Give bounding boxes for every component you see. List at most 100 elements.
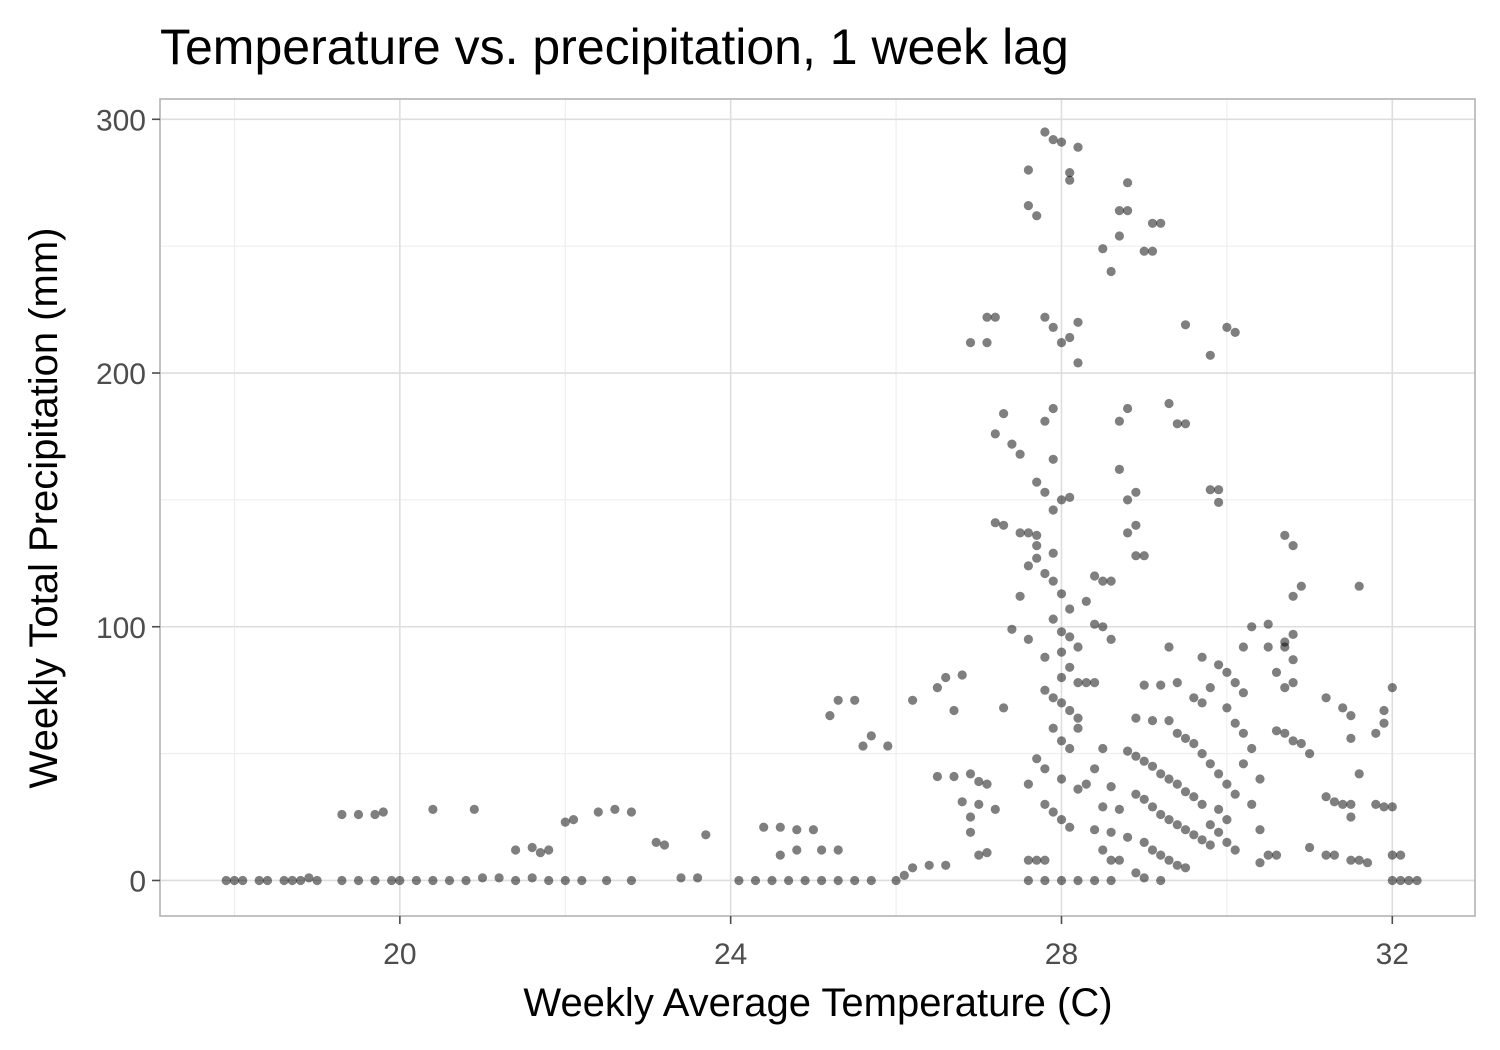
data-point xyxy=(577,875,587,886)
data-point xyxy=(477,873,488,883)
data-point xyxy=(1040,855,1050,865)
data-point xyxy=(1114,804,1124,815)
data-point xyxy=(1123,495,1133,505)
data-point xyxy=(1056,815,1067,825)
data-point xyxy=(1065,168,1075,178)
data-point xyxy=(1338,703,1348,713)
data-point xyxy=(1023,779,1033,789)
data-point xyxy=(626,875,637,886)
data-point xyxy=(767,875,777,886)
data-point xyxy=(1056,672,1067,683)
data-point xyxy=(353,809,364,820)
data-point xyxy=(1371,799,1381,810)
data-point xyxy=(337,809,347,820)
data-point xyxy=(1346,733,1356,744)
data-point xyxy=(411,875,421,886)
data-point xyxy=(1197,799,1207,810)
data-point xyxy=(659,840,670,850)
data-point xyxy=(1114,206,1124,216)
data-point xyxy=(1247,799,1257,810)
data-point xyxy=(593,807,603,817)
data-point xyxy=(899,870,909,881)
data-point xyxy=(1114,231,1124,241)
data-point xyxy=(965,812,976,822)
data-point xyxy=(965,827,976,837)
data-point xyxy=(1056,698,1067,708)
data-point xyxy=(1032,211,1042,221)
data-point xyxy=(1081,678,1091,688)
data-point xyxy=(1172,678,1182,688)
data-point xyxy=(1180,863,1191,873)
data-point xyxy=(1106,576,1116,586)
data-point xyxy=(1164,398,1174,409)
data-point xyxy=(1098,622,1108,632)
data-point xyxy=(1106,782,1116,792)
data-point xyxy=(1404,875,1414,886)
data-point xyxy=(1238,728,1248,738)
data-point xyxy=(1222,703,1232,713)
data-point xyxy=(1255,774,1265,784)
data-point xyxy=(1023,855,1033,865)
x-tick-label: 28 xyxy=(1045,938,1078,971)
data-point xyxy=(1354,855,1364,865)
data-point xyxy=(1321,850,1331,860)
data-point xyxy=(1073,784,1083,794)
data-point xyxy=(1362,858,1373,868)
data-point xyxy=(990,804,1000,815)
data-point xyxy=(1379,718,1389,728)
plot-grid xyxy=(160,99,1475,916)
data-point xyxy=(387,875,397,886)
data-point xyxy=(1205,759,1215,769)
data-point xyxy=(1164,855,1174,865)
data-point xyxy=(891,875,901,886)
data-point xyxy=(279,875,289,886)
data-point xyxy=(1090,875,1100,886)
data-point xyxy=(1172,728,1182,738)
data-point xyxy=(1048,807,1058,817)
data-point xyxy=(990,312,1000,322)
data-point xyxy=(1214,485,1224,495)
data-point xyxy=(999,520,1009,530)
data-point xyxy=(1172,779,1182,789)
data-point xyxy=(949,771,959,782)
data-point xyxy=(982,312,992,322)
data-point xyxy=(784,875,794,886)
data-point xyxy=(1131,713,1141,723)
data-point xyxy=(1073,875,1083,886)
data-point xyxy=(1305,749,1315,759)
data-point xyxy=(1156,680,1166,690)
data-point xyxy=(1106,855,1116,865)
data-point xyxy=(544,845,554,855)
data-point xyxy=(1139,756,1149,766)
data-point xyxy=(428,804,438,815)
data-point xyxy=(1263,619,1273,629)
data-point xyxy=(1065,662,1075,672)
data-point xyxy=(1230,789,1240,799)
data-point xyxy=(1139,873,1149,883)
data-point xyxy=(1090,619,1100,629)
data-point xyxy=(461,875,471,886)
data-point xyxy=(1065,743,1075,754)
y-tick-label: 200 xyxy=(96,358,146,391)
data-point xyxy=(1238,642,1248,652)
data-point xyxy=(1147,218,1158,228)
data-point xyxy=(957,670,967,680)
data-point xyxy=(544,875,554,886)
data-point xyxy=(1305,842,1315,853)
data-point xyxy=(833,695,843,705)
data-point xyxy=(1164,642,1174,652)
data-point xyxy=(1023,875,1033,886)
data-point xyxy=(999,409,1009,419)
data-point xyxy=(750,875,761,886)
data-point xyxy=(1081,596,1091,607)
data-point xyxy=(527,842,537,853)
data-point xyxy=(1288,629,1298,640)
data-point xyxy=(1065,604,1075,614)
data-point xyxy=(568,815,579,825)
data-point xyxy=(1032,541,1042,551)
data-point xyxy=(444,875,455,886)
plot-panel-border xyxy=(159,98,1476,917)
data-point xyxy=(833,875,843,886)
data-point xyxy=(1073,642,1083,652)
data-point xyxy=(1139,551,1149,561)
